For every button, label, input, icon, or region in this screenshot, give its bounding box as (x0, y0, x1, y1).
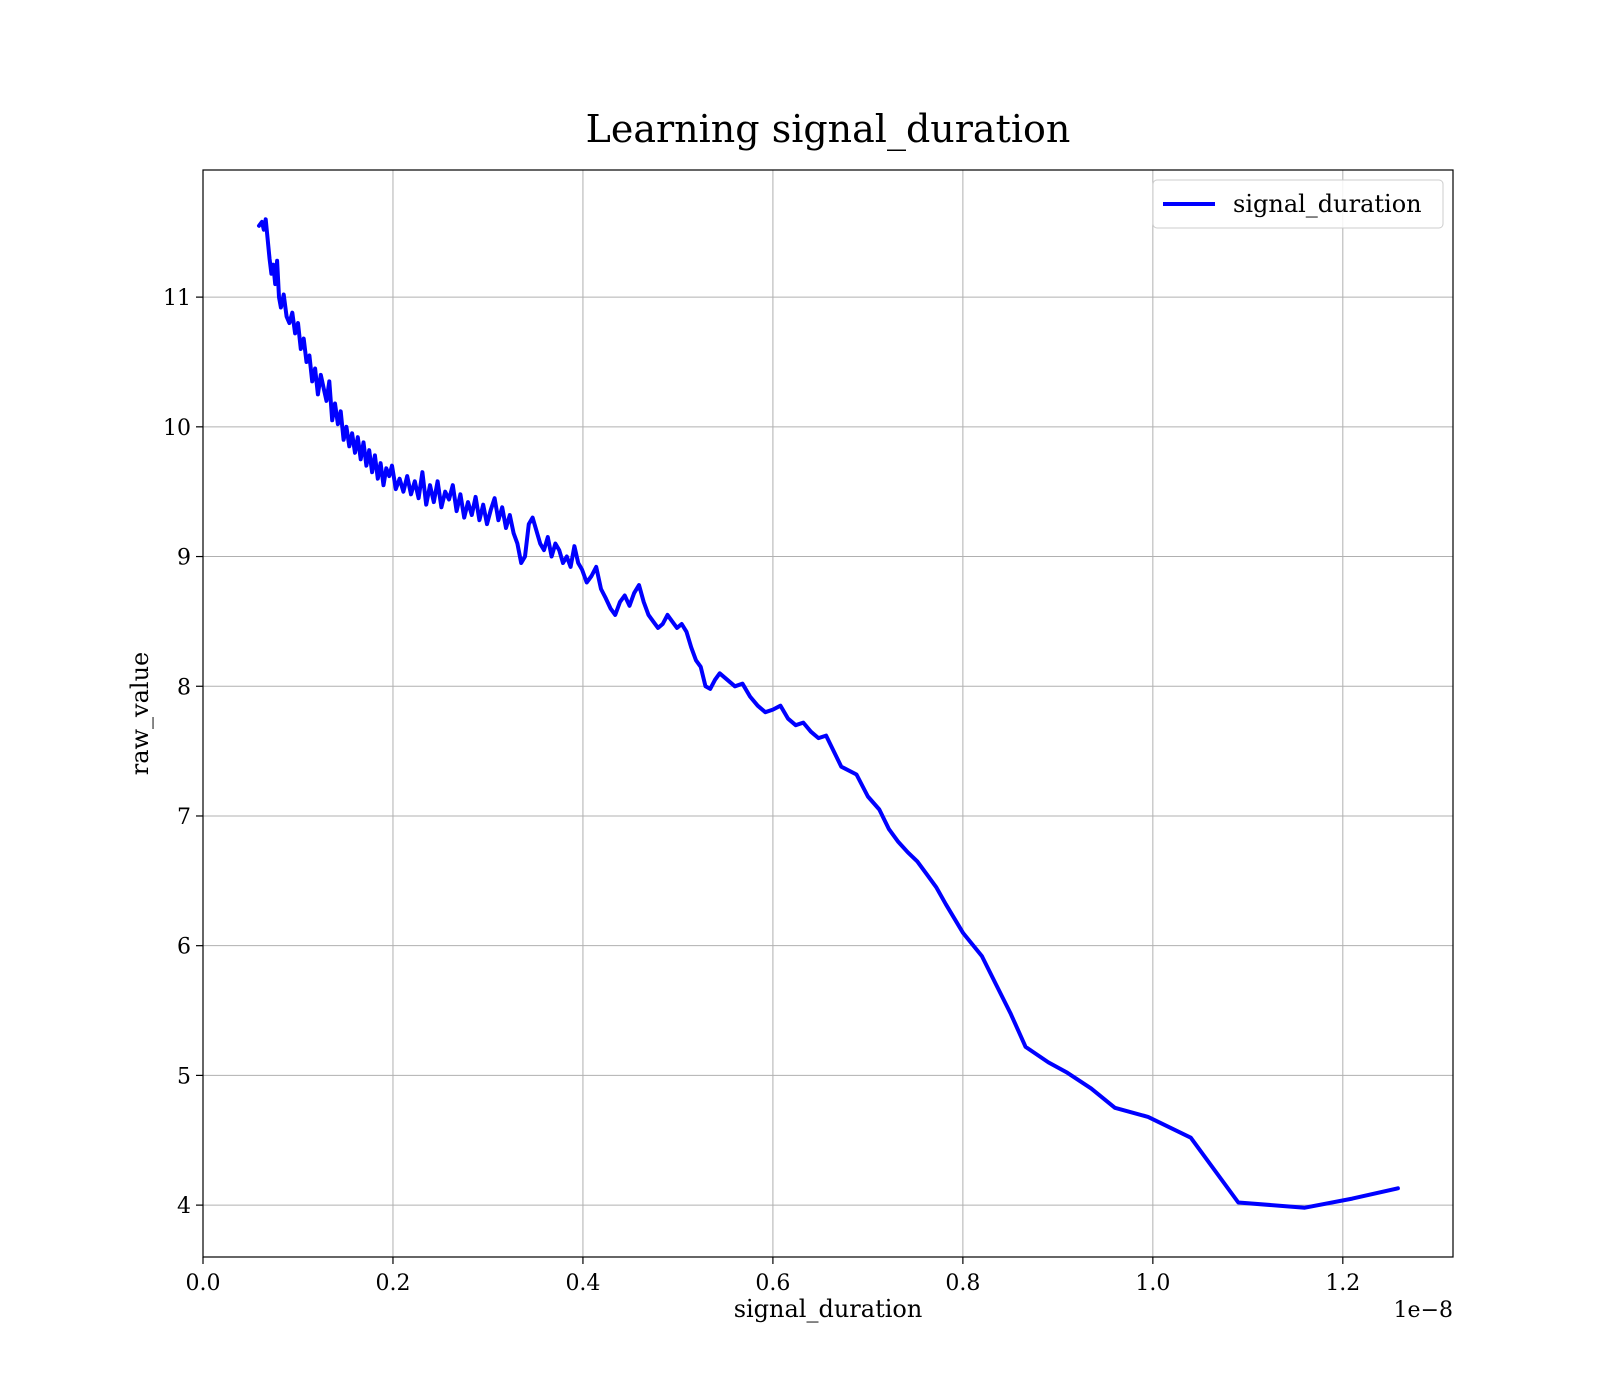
x-tick-label: 0.4 (565, 1271, 600, 1296)
x-tick-label: 0.6 (755, 1271, 790, 1296)
x-tick-label: 1.2 (1325, 1271, 1360, 1296)
x-axis-label: signal_duration (734, 1295, 923, 1323)
plot-area-frame (202, 169, 1454, 1258)
legend-entry-label: signal_duration (1233, 190, 1422, 218)
x-axis-offset-label: 1e−8 (1394, 1298, 1453, 1323)
y-tick-label: 5 (177, 1064, 191, 1089)
series-line-signal-duration (257, 217, 1400, 1210)
legend-box (1152, 179, 1444, 229)
chart-title: Learning signal_duration (586, 107, 1071, 152)
y-tick-label: 6 (177, 935, 191, 960)
y-axis-label: raw_value (126, 652, 154, 776)
y-tick-label: 10 (163, 416, 191, 441)
x-tick-label: 1.0 (1135, 1271, 1170, 1296)
x-tick-label: 0.2 (375, 1271, 410, 1296)
legend: signal_duration (1152, 179, 1444, 229)
y-tick-label: 8 (177, 675, 191, 700)
series-layer (257, 217, 1400, 1210)
x-tick-label: 0.0 (186, 1271, 221, 1296)
y-tick-label: 9 (177, 546, 191, 571)
y-tick-label: 4 (177, 1194, 191, 1219)
y-tick-label: 11 (163, 286, 191, 311)
grid-layer (202, 170, 1453, 1257)
y-tick-label: 7 (177, 805, 191, 830)
x-tick-label: 0.8 (945, 1271, 980, 1296)
tick-layer: 0.0 0.2 0.4 0.6 0.8 1.0 1.2 4 5 6 7 8 9 10 11 (163, 286, 1360, 1296)
